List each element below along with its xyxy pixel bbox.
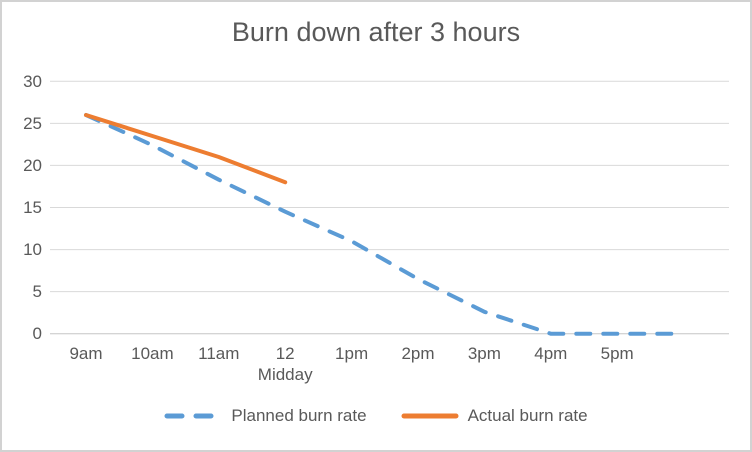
y-tick-label: 0	[32, 324, 42, 344]
y-tick-label: 30	[23, 71, 42, 91]
x-tick-label: 2pm	[401, 344, 435, 363]
x-tick-label: 10am	[131, 344, 174, 363]
x-tick-label: 5pm	[600, 344, 634, 363]
legend-label: Planned burn rate	[231, 406, 367, 425]
x-tick-label: 12 Midday	[257, 344, 313, 384]
x-tick-label: 4pm	[534, 344, 568, 363]
y-tick-label: 10	[23, 240, 42, 260]
x-tick-label: 9am	[69, 344, 103, 363]
legend-item-planned-burn-rate: Planned burn rate	[164, 406, 367, 426]
x-tick-label: 3pm	[467, 344, 501, 363]
planned-burn-rate-line	[84, 113, 686, 336]
actual-burn-rate-line	[84, 113, 288, 185]
x-tick-label: 1pm	[335, 344, 369, 363]
chart-title: Burn down after 3 hours	[231, 17, 521, 47]
x-tick-label: 11am	[198, 344, 240, 363]
legend-item-actual-burn-rate: Actual burn rate	[401, 406, 588, 426]
y-tick-label: 20	[23, 155, 42, 175]
planned-burn-rate-swatch-icon	[164, 413, 222, 419]
actual-burn-rate-swatch-icon	[401, 413, 459, 419]
y-tick-label: 15	[23, 198, 42, 217]
legend-label: Actual burn rate	[467, 406, 588, 425]
legend: Planned burn rate Actual burn rate	[2, 406, 750, 426]
y-tick-label: 5	[32, 282, 42, 302]
y-tick-label: 25	[23, 113, 42, 133]
